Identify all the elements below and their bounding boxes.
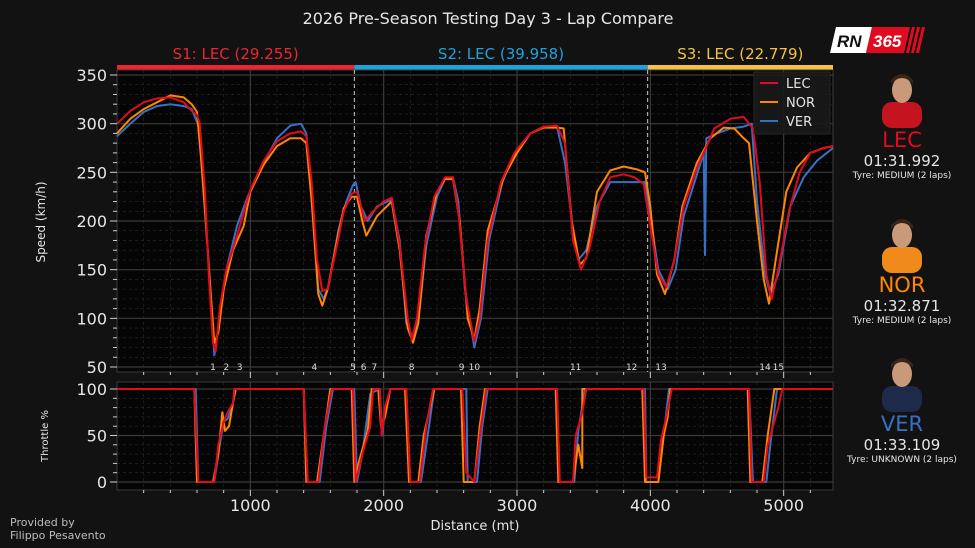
- corner-labels: 1 2 3 4 5 6 7 8 9 10 11 12 13 14 15: [210, 363, 784, 373]
- speed-y-ticks: 50 100 150 200 250 300 350: [76, 66, 117, 377]
- x-tick-label: 2000: [363, 496, 404, 515]
- legend: LEC NOR VER: [753, 71, 831, 135]
- throttle-tick-label: 50: [87, 427, 107, 446]
- corner-label: 11: [570, 363, 581, 373]
- speed-tick-label: 150: [76, 261, 107, 280]
- corner-label: 1: [210, 363, 216, 373]
- corner-label: 15: [773, 363, 784, 373]
- corner-label: 7: [371, 363, 377, 373]
- corner-label: 5: [350, 363, 356, 373]
- driver-tyre: Tyre: MEDIUM (2 laps): [852, 171, 952, 181]
- throttle-axis-label: Throttle %: [40, 410, 51, 463]
- sector-label-2: S2: LEC (39.958): [438, 45, 564, 63]
- sector-bar-1: [117, 65, 355, 71]
- x-tick-label: 4000: [630, 496, 671, 515]
- throttle-panel: 0 50 100 Throttle %: [40, 380, 834, 492]
- driver-code: NOR: [878, 273, 926, 297]
- corner-label: 8: [409, 363, 415, 373]
- sector-bar-3: [647, 65, 833, 71]
- driver-photo-nor: [876, 213, 928, 273]
- driver-lap-time: 01:33.109: [863, 436, 941, 454]
- driver-card-ver: VER 01:33.109 Tyre: UNKNOWN (2 laps): [832, 352, 972, 466]
- corner-label: 14: [759, 363, 771, 373]
- legend-label-nor: NOR: [786, 96, 815, 111]
- speed-tick-label: 250: [76, 163, 107, 182]
- driver-photo-ver: [876, 352, 928, 412]
- driver-card-nor: NOR 01:32.871 Tyre: MEDIUM (2 laps): [832, 213, 972, 327]
- credit-line-1: Provided by: [10, 516, 75, 529]
- chart-title: 2026 Pre-Season Testing Day 3 - Lap Comp…: [303, 9, 674, 28]
- speed-line-lec: [116, 96, 834, 353]
- x-tick-label: 5000: [763, 496, 804, 515]
- corner-label: 9: [459, 363, 465, 373]
- speed-tick-label: 200: [76, 212, 107, 231]
- corner-label: 10: [469, 363, 481, 373]
- corner-label: 6: [361, 363, 367, 373]
- corner-label: 3: [237, 363, 243, 373]
- speed-lines: [116, 94, 834, 357]
- driver-card-lec: LEC 01:31.992 Tyre: MEDIUM (2 laps): [832, 68, 972, 182]
- driver-photo-lec: [876, 68, 928, 128]
- sector-bars: S1: LEC (29.255) S2: LEC (39.958) S3: LEC …: [117, 45, 833, 71]
- corner-label: 4: [311, 363, 317, 373]
- driver-code: LEC: [882, 128, 922, 152]
- driver-tyre: Tyre: MEDIUM (2 laps): [852, 316, 952, 326]
- speed-panel: 1 2 3 4 5 6 7 8 9 10 11 12 13 14 15 501001502002503003…: [34, 66, 834, 377]
- throttle-line-lec: [117, 388, 833, 483]
- driver-lap-time: 01:31.992: [863, 152, 941, 170]
- x-tick-label: 1000: [230, 496, 271, 515]
- speed-tick-label: 350: [76, 66, 107, 85]
- speed-axis-label: Speed (km/h): [34, 181, 48, 262]
- x-ticks: 1000 2000 3000 4000 5000: [143, 372, 811, 515]
- x-tick-label: 3000: [497, 496, 538, 515]
- credit-line-2: Filippo Pesavento: [10, 529, 106, 542]
- rn365-logo: RN 365: [830, 27, 928, 53]
- throttle-y-ticks: 0 50 100: [76, 380, 117, 492]
- logo-text-rn: RN: [837, 32, 862, 51]
- speed-tick-label: 50: [87, 358, 107, 377]
- sector-label-1: S1: LEC (29.255): [173, 45, 299, 63]
- driver-lap-time: 01:32.871: [863, 297, 941, 315]
- speed-tick-label: 100: [76, 309, 107, 328]
- corner-label: 12: [626, 363, 637, 373]
- throttle-tick-label: 100: [76, 380, 107, 399]
- driver-code: VER: [880, 412, 924, 436]
- legend-label-lec: LEC: [786, 77, 811, 92]
- throttle-tick-label: 0: [97, 473, 107, 492]
- sector-bar-2: [354, 65, 648, 71]
- corner-label: 2: [223, 363, 229, 373]
- throttle-lines: [117, 388, 833, 483]
- x-axis-label: Distance (mt): [431, 519, 520, 534]
- credit: Provided by Filippo Pesavento: [10, 516, 106, 542]
- speed-tick-label: 300: [76, 115, 107, 134]
- driver-tyre: Tyre: UNKNOWN (2 laps): [847, 455, 957, 465]
- legend-label-ver: VER: [786, 115, 812, 130]
- corner-label: 13: [655, 363, 666, 373]
- sector-label-3: S3: LEC (22.779): [677, 45, 803, 63]
- logo-text-365: 365: [873, 32, 902, 51]
